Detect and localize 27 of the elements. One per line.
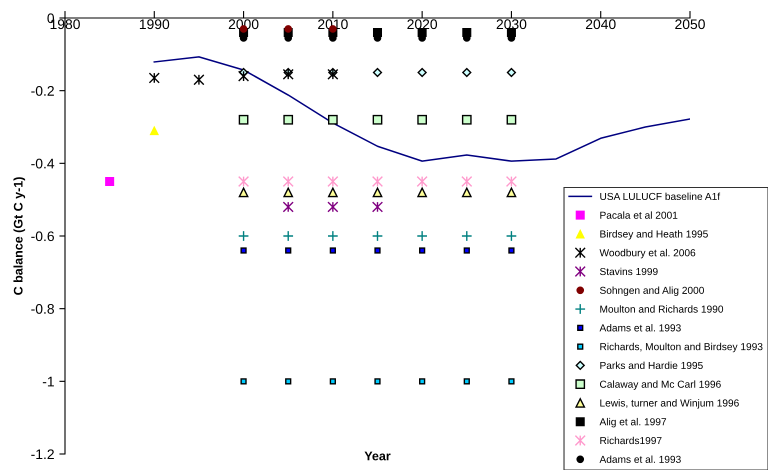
y-tick-label: -0.4: [31, 158, 54, 169]
legend-label: Woodbury et al. 2006: [600, 248, 696, 258]
legend-label: Sohngen and Alig 2000: [600, 286, 704, 296]
y-axis-title: C balance (Gt C y-1): [13, 177, 26, 295]
legend-label: Richards1997: [600, 436, 662, 444]
y-tick-label: -0.6: [31, 231, 54, 242]
legend-label: Birdsey and Heath 1995: [600, 230, 708, 240]
y-tick-label: -0.8: [31, 304, 54, 314]
x-tick-label: 2050: [675, 19, 705, 30]
x-tick-label: 2030: [496, 19, 526, 30]
legend-label: Pacala et al 2001: [600, 211, 678, 219]
legend-label: Richards, Moulton and Birdsey 1993: [600, 342, 762, 352]
legend-label: Parks and Hardie 1995: [600, 362, 703, 370]
legend-label: Stavins 1999: [600, 268, 658, 276]
y-tick-label: -1: [42, 376, 54, 386]
legend-label: Adams et al. 1993: [600, 324, 681, 332]
x-axis-title: Year: [364, 452, 391, 460]
legend-label: Alig et al. 1997: [600, 418, 666, 428]
legend-label: Lewis, turner and Winjum 1996: [600, 399, 739, 409]
legend-label: Adams et al. 1993: [600, 455, 681, 463]
legend-label: Calaway and Mc Carl 1996: [600, 380, 721, 390]
x-tick-label: 1990: [140, 19, 170, 30]
legend-label: Moulton and Richards 1990: [600, 305, 724, 313]
y-tick-label: -1.2: [31, 449, 54, 460]
y-tick-label: -0.2: [31, 86, 54, 96]
legend-label: USA LULUCF baseline A1f: [600, 192, 720, 200]
x-tick-label: 2040: [586, 19, 616, 30]
